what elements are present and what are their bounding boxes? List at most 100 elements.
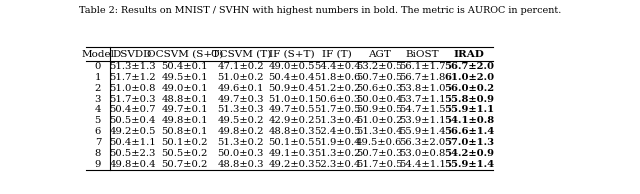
Text: 51.3±0.4: 51.3±0.4 bbox=[314, 116, 360, 125]
Text: 51.7±1.2: 51.7±1.2 bbox=[109, 73, 156, 82]
Text: 51.7±0.3: 51.7±0.3 bbox=[109, 95, 156, 104]
Text: IF (T): IF (T) bbox=[323, 49, 352, 59]
Text: 2: 2 bbox=[95, 84, 101, 93]
Text: AGT: AGT bbox=[367, 49, 390, 59]
Text: 51.0±0.2: 51.0±0.2 bbox=[218, 73, 264, 82]
Text: 50.6±0.3: 50.6±0.3 bbox=[356, 84, 402, 93]
Text: 49.2±0.3: 49.2±0.3 bbox=[268, 160, 315, 169]
Text: 6: 6 bbox=[95, 127, 101, 136]
Text: IRAD: IRAD bbox=[454, 49, 484, 59]
Text: 51.9±0.4: 51.9±0.4 bbox=[314, 138, 360, 147]
Text: 51.0±0.2: 51.0±0.2 bbox=[356, 116, 403, 125]
Text: 56.0±0.2: 56.0±0.2 bbox=[444, 84, 494, 93]
Text: IF (S+T): IF (S+T) bbox=[269, 49, 314, 59]
Text: 51.3±0.2: 51.3±0.2 bbox=[314, 149, 360, 158]
Text: 49.8±0.1: 49.8±0.1 bbox=[161, 116, 208, 125]
Text: 55.9±1.1: 55.9±1.1 bbox=[444, 106, 494, 114]
Text: 54.4±1.1: 54.4±1.1 bbox=[399, 160, 445, 169]
Text: 56.3±2.0: 56.3±2.0 bbox=[399, 138, 445, 147]
Text: 56.6±1.4: 56.6±1.4 bbox=[444, 127, 494, 136]
Text: 49.0±0.1: 49.0±0.1 bbox=[161, 84, 208, 93]
Text: 7: 7 bbox=[95, 138, 101, 147]
Text: 53.7±1.1: 53.7±1.1 bbox=[399, 95, 445, 104]
Text: OCSVM (T): OCSVM (T) bbox=[211, 49, 271, 59]
Text: 53.2±0.5: 53.2±0.5 bbox=[356, 62, 403, 71]
Text: Model: Model bbox=[81, 49, 115, 59]
Text: 51.0±0.8: 51.0±0.8 bbox=[109, 84, 156, 93]
Text: OCSVM (S+T): OCSVM (S+T) bbox=[147, 49, 223, 59]
Text: 51.3±1.3: 51.3±1.3 bbox=[109, 62, 156, 71]
Text: 49.5±0.6: 49.5±0.6 bbox=[356, 138, 403, 147]
Text: 50.4±0.4: 50.4±0.4 bbox=[268, 73, 315, 82]
Text: 50.4±1.1: 50.4±1.1 bbox=[109, 138, 156, 147]
Text: 49.5±0.1: 49.5±0.1 bbox=[161, 73, 208, 82]
Text: 61.0±2.0: 61.0±2.0 bbox=[444, 73, 494, 82]
Text: 50.9±0.4: 50.9±0.4 bbox=[268, 84, 315, 93]
Text: 53.9±1.1: 53.9±1.1 bbox=[399, 116, 445, 125]
Text: 55.8±0.9: 55.8±0.9 bbox=[444, 95, 494, 104]
Text: 57.0±1.3: 57.0±1.3 bbox=[444, 138, 494, 147]
Text: 49.7±0.3: 49.7±0.3 bbox=[218, 95, 264, 104]
Text: 52.3±0.4: 52.3±0.4 bbox=[314, 160, 360, 169]
Text: 50.0±0.4: 50.0±0.4 bbox=[356, 95, 403, 104]
Text: 9: 9 bbox=[95, 160, 101, 169]
Text: 50.1±0.2: 50.1±0.2 bbox=[161, 138, 208, 147]
Text: 49.0±0.5: 49.0±0.5 bbox=[268, 62, 315, 71]
Text: 49.5±0.2: 49.5±0.2 bbox=[218, 116, 264, 125]
Text: 50.5±2.3: 50.5±2.3 bbox=[109, 149, 156, 158]
Text: 53.8±1.0: 53.8±1.0 bbox=[399, 84, 445, 93]
Text: 51.0±0.1: 51.0±0.1 bbox=[268, 95, 315, 104]
Text: 54.4±0.4: 54.4±0.4 bbox=[314, 62, 360, 71]
Text: 56.7±1.8: 56.7±1.8 bbox=[399, 73, 445, 82]
Text: 50.0±0.3: 50.0±0.3 bbox=[218, 149, 264, 158]
Text: 50.7±0.5: 50.7±0.5 bbox=[356, 73, 403, 82]
Text: 55.9±1.4: 55.9±1.4 bbox=[444, 160, 494, 169]
Text: 50.5±0.2: 50.5±0.2 bbox=[161, 149, 208, 158]
Text: 50.9±0.5: 50.9±0.5 bbox=[356, 106, 403, 114]
Text: 52.4±0.5: 52.4±0.5 bbox=[314, 127, 360, 136]
Text: 50.4±0.7: 50.4±0.7 bbox=[109, 106, 156, 114]
Text: 49.2±0.5: 49.2±0.5 bbox=[109, 127, 156, 136]
Text: 48.8±0.3: 48.8±0.3 bbox=[218, 160, 264, 169]
Text: 4: 4 bbox=[95, 106, 101, 114]
Text: 1: 1 bbox=[95, 73, 101, 82]
Text: 51.3±0.4: 51.3±0.4 bbox=[356, 127, 403, 136]
Text: 0: 0 bbox=[95, 62, 101, 71]
Text: 5: 5 bbox=[95, 116, 101, 125]
Text: 56.7±2.0: 56.7±2.0 bbox=[444, 62, 494, 71]
Text: 51.7±0.5: 51.7±0.5 bbox=[314, 106, 360, 114]
Text: 54.2±0.9: 54.2±0.9 bbox=[444, 149, 494, 158]
Text: DSVDD: DSVDD bbox=[113, 49, 152, 59]
Text: 8: 8 bbox=[95, 149, 101, 158]
Text: 50.4±0.1: 50.4±0.1 bbox=[161, 62, 208, 71]
Text: 51.3±0.3: 51.3±0.3 bbox=[218, 106, 264, 114]
Text: 53.0±0.8: 53.0±0.8 bbox=[399, 149, 445, 158]
Text: 55.9±1.4: 55.9±1.4 bbox=[399, 127, 445, 136]
Text: 54.7±1.5: 54.7±1.5 bbox=[399, 106, 445, 114]
Text: 49.8±0.4: 49.8±0.4 bbox=[109, 160, 156, 169]
Text: 48.8±0.1: 48.8±0.1 bbox=[161, 95, 208, 104]
Text: 54.1±0.8: 54.1±0.8 bbox=[444, 116, 494, 125]
Text: 50.7±0.3: 50.7±0.3 bbox=[356, 149, 403, 158]
Text: 51.7±0.5: 51.7±0.5 bbox=[356, 160, 403, 169]
Text: 3: 3 bbox=[95, 95, 101, 104]
Text: 48.8±0.3: 48.8±0.3 bbox=[268, 127, 315, 136]
Text: 51.3±0.2: 51.3±0.2 bbox=[218, 138, 264, 147]
Text: 49.8±0.2: 49.8±0.2 bbox=[218, 127, 264, 136]
Text: 50.6±0.3: 50.6±0.3 bbox=[314, 95, 360, 104]
Text: BiOST: BiOST bbox=[405, 49, 439, 59]
Text: 51.8±0.6: 51.8±0.6 bbox=[314, 73, 360, 82]
Text: 42.9±0.2: 42.9±0.2 bbox=[268, 116, 315, 125]
Text: 49.1±0.3: 49.1±0.3 bbox=[268, 149, 315, 158]
Text: 50.5±0.4: 50.5±0.4 bbox=[109, 116, 156, 125]
Text: 49.7±0.1: 49.7±0.1 bbox=[161, 106, 208, 114]
Text: 49.6±0.1: 49.6±0.1 bbox=[218, 84, 264, 93]
Text: 50.1±0.5: 50.1±0.5 bbox=[268, 138, 315, 147]
Text: Table 2: Results on MNIST / SVHN with highest numbers in bold. The metric is AUR: Table 2: Results on MNIST / SVHN with hi… bbox=[79, 6, 561, 15]
Text: 56.1±1.7: 56.1±1.7 bbox=[399, 62, 445, 71]
Text: 47.1±0.2: 47.1±0.2 bbox=[218, 62, 264, 71]
Text: 49.7±0.5: 49.7±0.5 bbox=[268, 106, 315, 114]
Text: 51.2±0.2: 51.2±0.2 bbox=[314, 84, 360, 93]
Text: 50.8±0.1: 50.8±0.1 bbox=[161, 127, 208, 136]
Text: 50.7±0.2: 50.7±0.2 bbox=[161, 160, 208, 169]
